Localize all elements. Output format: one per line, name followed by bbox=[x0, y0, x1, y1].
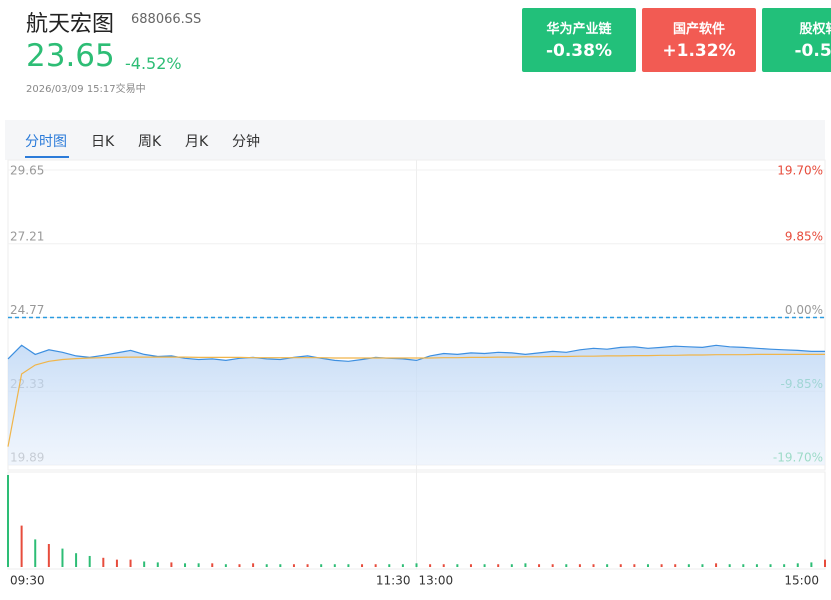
volume-bar bbox=[633, 564, 636, 567]
volume-bar bbox=[388, 564, 391, 567]
average-line bbox=[7, 353, 825, 447]
volume-bar bbox=[156, 562, 159, 567]
volume-bar bbox=[687, 564, 690, 567]
sector-card[interactable]: 股权转 -0.55 bbox=[762, 8, 831, 72]
volume-bar bbox=[252, 563, 255, 567]
tab-underline bbox=[25, 156, 69, 158]
tab[interactable]: 分钟 bbox=[232, 134, 260, 150]
volume-bar bbox=[184, 563, 187, 567]
y2-tick-label: 19.70% bbox=[777, 164, 823, 178]
x-tick-label: 09:30 bbox=[10, 574, 45, 588]
price: 23.65 bbox=[26, 38, 115, 74]
volume-bar bbox=[197, 563, 200, 567]
volume-bar bbox=[660, 564, 663, 567]
volume-bar bbox=[810, 562, 813, 567]
y2-tick-label: 9.85% bbox=[785, 229, 823, 243]
volume-bar bbox=[129, 559, 132, 567]
y-tick-label: 24.77 bbox=[10, 303, 44, 317]
volume-bar bbox=[456, 564, 459, 567]
tab[interactable]: 分时图 bbox=[25, 134, 67, 150]
volume-bar bbox=[824, 559, 826, 567]
volume-bar bbox=[292, 564, 295, 567]
change: -4.52% bbox=[125, 54, 182, 73]
volume-bar bbox=[374, 564, 377, 567]
volume-bar bbox=[170, 562, 173, 567]
volume-bar bbox=[88, 555, 91, 567]
volume-bar bbox=[701, 564, 704, 567]
volume-bar bbox=[401, 564, 404, 567]
volume-bar bbox=[7, 475, 9, 567]
sector-name: 国产软件 bbox=[672, 22, 725, 37]
volume-bar bbox=[769, 564, 772, 567]
volume-bar bbox=[783, 564, 786, 567]
volume-bar bbox=[469, 564, 472, 567]
sector-name: 华为产业链 bbox=[546, 22, 612, 37]
volume-bar bbox=[796, 563, 799, 567]
volume-bar bbox=[47, 544, 50, 567]
volume-bar bbox=[538, 564, 541, 567]
volume-bar bbox=[415, 563, 418, 567]
stock-name: 航天宏图 bbox=[26, 12, 115, 37]
volume-bar bbox=[115, 559, 118, 567]
volume-bar bbox=[742, 564, 745, 567]
volume-bar bbox=[442, 564, 445, 567]
y2-tick-label: 0.00% bbox=[785, 303, 823, 317]
volume-bar bbox=[320, 564, 323, 567]
sector-card[interactable]: 华为产业链 -0.38% bbox=[522, 8, 636, 72]
volume-bar bbox=[755, 564, 758, 567]
volume-bar bbox=[61, 548, 64, 567]
volume-bar bbox=[211, 563, 214, 567]
volume-bar bbox=[279, 564, 282, 567]
volume-bar bbox=[646, 564, 649, 567]
x-tick-label: 13:00 bbox=[419, 574, 454, 588]
tab[interactable]: 月K bbox=[185, 134, 209, 150]
y-tick-label: 29.65 bbox=[10, 164, 44, 178]
volume-bar bbox=[347, 564, 350, 567]
volume-bar bbox=[34, 539, 37, 567]
sector-change: +1.32% bbox=[662, 41, 736, 61]
volume-bar bbox=[606, 564, 609, 567]
volume-bar bbox=[361, 564, 364, 567]
tab[interactable]: 日K bbox=[91, 134, 115, 150]
volume-bar bbox=[483, 564, 486, 567]
tab[interactable]: 周K bbox=[138, 134, 162, 150]
volume-bar bbox=[578, 564, 581, 567]
price-line bbox=[7, 344, 825, 362]
volume-bar bbox=[224, 564, 227, 567]
sector-card[interactable]: 国产软件 +1.32% bbox=[642, 8, 756, 72]
volume-bar bbox=[510, 564, 513, 567]
tab-bar: 分时图 日K 周K 月K 分钟 bbox=[5, 120, 825, 160]
volume-bar bbox=[524, 563, 527, 567]
x-tick-label: 15:00 bbox=[784, 574, 819, 588]
sector-name: 股权转 bbox=[799, 22, 831, 37]
volume-bar bbox=[619, 564, 622, 567]
y-tick-label: 27.21 bbox=[10, 229, 44, 243]
x-tick-label: 11:30 bbox=[376, 574, 411, 588]
price-area bbox=[8, 345, 825, 465]
volume-bar bbox=[238, 564, 241, 567]
volume-bar bbox=[143, 561, 146, 567]
volume-bar bbox=[715, 563, 718, 567]
volume-bar bbox=[551, 564, 554, 567]
volume-bar bbox=[306, 564, 309, 567]
sector-change: -0.38% bbox=[545, 41, 613, 61]
volume-bar bbox=[592, 564, 595, 567]
volume-bar bbox=[265, 564, 268, 567]
time: 2026/03/09 15:17交易中 bbox=[26, 84, 146, 95]
volume-bar bbox=[728, 564, 731, 567]
volume-bar bbox=[565, 564, 568, 567]
volume-bar bbox=[333, 564, 336, 567]
volume-bar bbox=[674, 564, 677, 567]
volume-bar bbox=[20, 525, 23, 567]
volume-bar bbox=[497, 564, 500, 567]
volume-bar bbox=[429, 564, 432, 567]
volume-bar bbox=[102, 557, 105, 567]
sector-change: -0.55 bbox=[794, 41, 831, 61]
stock-code: 688066.SS bbox=[131, 12, 202, 27]
volume-bar bbox=[75, 553, 78, 567]
